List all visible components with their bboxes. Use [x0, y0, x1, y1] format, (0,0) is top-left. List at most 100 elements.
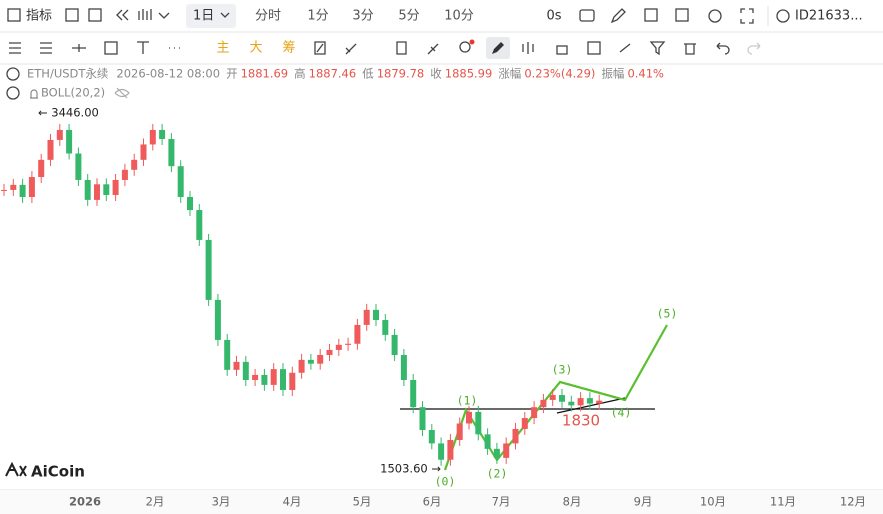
- collapse-icon[interactable]: [6, 67, 20, 81]
- level-label: 1830: [562, 412, 600, 430]
- candle: [586, 398, 593, 404]
- interval-button[interactable]: 1日: [193, 9, 214, 24]
- time-axis: [0, 490, 883, 514]
- candle: [373, 309, 379, 321]
- settings-icon[interactable]: [708, 9, 722, 23]
- candle: [112, 179, 119, 195]
- candle: [363, 309, 370, 325]
- candle: [493, 448, 500, 458]
- candle: [289, 372, 296, 390]
- field-label: 涨幅: [498, 67, 521, 81]
- wave-label: (2): [487, 467, 508, 481]
- interval-option[interactable]: 5分: [398, 9, 419, 24]
- tool-icon[interactable]: [522, 42, 534, 54]
- bar-time: 2026-08-12 08:00: [116, 67, 220, 81]
- delete-tool[interactable]: [684, 43, 696, 55]
- filter-tool[interactable]: [649, 41, 666, 56]
- indicator-icon[interactable]: [7, 8, 21, 22]
- candle: [521, 418, 528, 429]
- candle: [428, 430, 435, 444]
- interval-option[interactable]: 1分: [307, 9, 328, 24]
- zoom-tool[interactable]: [459, 41, 471, 53]
- candle: [307, 359, 314, 364]
- year-label: 2026: [69, 495, 101, 509]
- candle: [466, 411, 472, 424]
- tool-option[interactable]: 筹: [282, 40, 295, 56]
- candle: [94, 184, 100, 200]
- ruler-tool[interactable]: [427, 43, 439, 55]
- low-label: 1503.60 →: [380, 462, 441, 476]
- lock-tool[interactable]: [556, 45, 568, 55]
- field-value: 1885.99: [445, 67, 493, 81]
- wave-line: [443, 324, 668, 471]
- tool-icon[interactable]: [9, 42, 21, 54]
- logo-icon: [5, 461, 27, 477]
- dropdown-icon[interactable]: [220, 12, 230, 18]
- symbol: ETH/USDT永续: [27, 67, 108, 81]
- tool-icon[interactable]: [72, 44, 86, 52]
- candle: [19, 184, 26, 197]
- field-label: 开: [226, 67, 238, 81]
- share-icon[interactable]: [644, 8, 658, 22]
- candle: [317, 354, 324, 364]
- candle: [280, 369, 286, 390]
- trend-line: [556, 397, 626, 414]
- wave-label: (1): [457, 394, 478, 408]
- replay-icon[interactable]: [116, 9, 129, 21]
- candle: [456, 423, 463, 440]
- candle: [484, 434, 491, 449]
- undo[interactable]: [716, 42, 730, 55]
- bell-icon: [30, 89, 38, 99]
- wave-label: (5): [657, 307, 678, 321]
- indicators-button[interactable]: 指标: [26, 9, 52, 24]
- candle: [391, 334, 398, 355]
- candle: [335, 344, 342, 350]
- interval-option[interactable]: 10分: [444, 9, 474, 24]
- magnet-tool[interactable]: [619, 43, 631, 53]
- tool-option[interactable]: 主: [216, 41, 229, 56]
- note-icon[interactable]: [675, 8, 689, 22]
- tool-icon[interactable]: [345, 43, 357, 55]
- candle: [140, 144, 147, 160]
- notification-dot: [469, 39, 475, 45]
- candle: [531, 407, 538, 419]
- pen-tool[interactable]: [492, 42, 504, 54]
- draw-icon[interactable]: [610, 8, 626, 24]
- tool-icon[interactable]: [587, 41, 601, 55]
- candle: [149, 129, 156, 145]
- candle: [66, 129, 73, 154]
- rect-tool[interactable]: [104, 41, 118, 55]
- interval-selected[interactable]: [186, 4, 236, 28]
- text-tool[interactable]: [137, 41, 149, 54]
- candle: [559, 395, 565, 402]
- countdown[interactable]: 0s: [546, 9, 561, 24]
- candle: [326, 349, 333, 355]
- candle: [121, 169, 128, 180]
- collapse-icon[interactable]: [6, 86, 20, 100]
- wave-label: (0): [435, 475, 456, 489]
- candle: [577, 398, 584, 406]
- account[interactable]: ID21633...: [795, 9, 863, 24]
- tool-icon[interactable]: [40, 42, 52, 54]
- candle: [540, 399, 547, 408]
- interval-option[interactable]: 3分: [352, 9, 373, 24]
- fullscreen-icon[interactable]: [740, 8, 754, 24]
- candle: [568, 401, 575, 406]
- candle: [345, 343, 352, 345]
- camera-icon[interactable]: [579, 9, 595, 22]
- tool-icon[interactable]: [314, 41, 326, 55]
- candle: [84, 179, 91, 200]
- tool-option[interactable]: 大: [249, 41, 262, 56]
- interval-option[interactable]: 分时: [255, 9, 281, 24]
- field-label: 高: [294, 67, 306, 81]
- chart-type-icon[interactable]: [138, 9, 152, 20]
- layout-icon[interactable]: [65, 8, 79, 22]
- account-icon[interactable]: [776, 9, 790, 23]
- dropdown-icon[interactable]: [158, 12, 170, 19]
- redo[interactable]: [747, 42, 761, 55]
- hide-icon[interactable]: [114, 87, 130, 99]
- grid-icon[interactable]: [88, 8, 102, 22]
- tool-icon[interactable]: [396, 41, 407, 55]
